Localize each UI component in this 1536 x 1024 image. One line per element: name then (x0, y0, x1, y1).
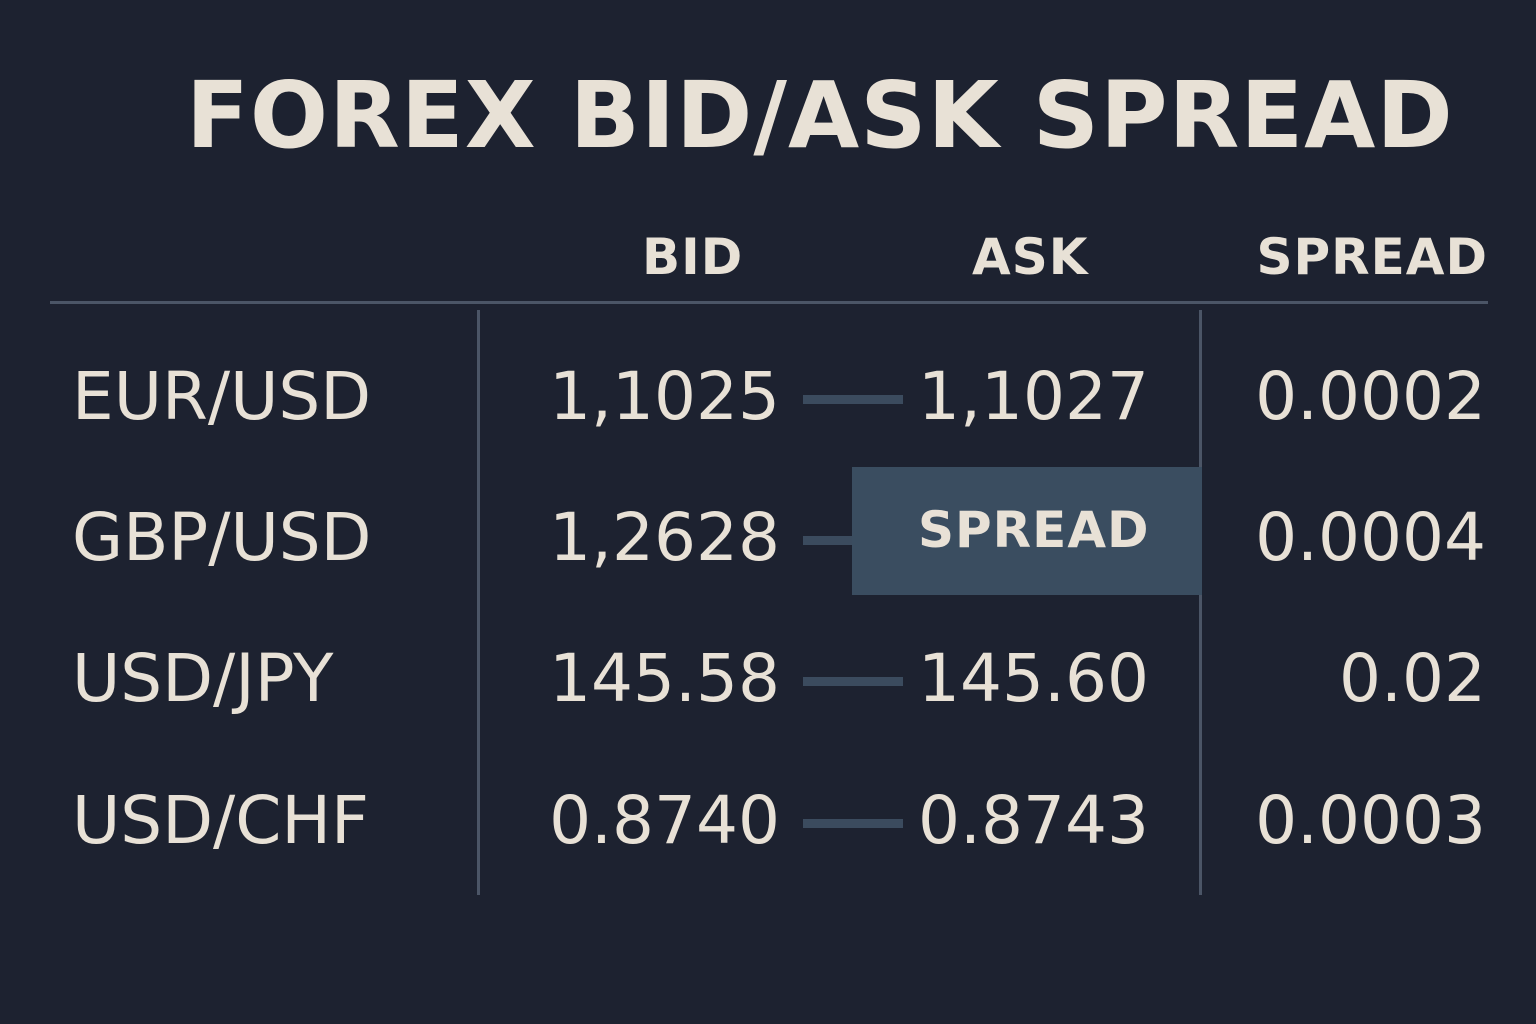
row-gbpusd-connector (803, 536, 853, 545)
row-usdchf-spread: 0.0003 (1255, 782, 1486, 859)
column-header-bid: BID (642, 228, 744, 286)
row-eurusd-ask: 1,1027 (918, 358, 1149, 435)
page-title: FOREX BID/ASK SPREAD (186, 62, 1454, 169)
row-eurusd-connector (803, 395, 903, 404)
row-eurusd-pair: EUR/USD (72, 358, 372, 435)
column-header-ask: ASK (972, 228, 1089, 286)
spread-highlight-box (852, 467, 1202, 595)
row-gbpusd-pair: GBP/USD (72, 499, 372, 576)
row-usdjpy-connector (803, 677, 903, 686)
row-usdjpy-ask: 145.60 (918, 640, 1149, 717)
row-usdchf-pair: USD/CHF (72, 782, 369, 859)
row-usdjpy-bid: 145.58 (549, 640, 780, 717)
row-usdchf-ask: 0.8743 (918, 782, 1149, 859)
column-divider-right (1199, 310, 1202, 895)
row-usdjpy-pair: USD/JPY (72, 640, 334, 717)
header-divider (50, 301, 1488, 304)
spread-highlight-label: SPREAD (918, 501, 1150, 559)
row-eurusd-bid: 1,1025 (549, 358, 780, 435)
row-usdchf-connector (803, 819, 903, 828)
row-gbpusd-spread: 0.0004 (1255, 499, 1486, 576)
row-gbpusd-bid: 1,2628 (549, 499, 780, 576)
column-header-spread: SPREAD (1256, 228, 1488, 286)
row-eurusd-spread: 0.0002 (1255, 358, 1486, 435)
row-usdjpy-spread: 0.02 (1339, 640, 1486, 717)
column-divider-left (477, 310, 480, 895)
row-usdchf-bid: 0.8740 (549, 782, 780, 859)
